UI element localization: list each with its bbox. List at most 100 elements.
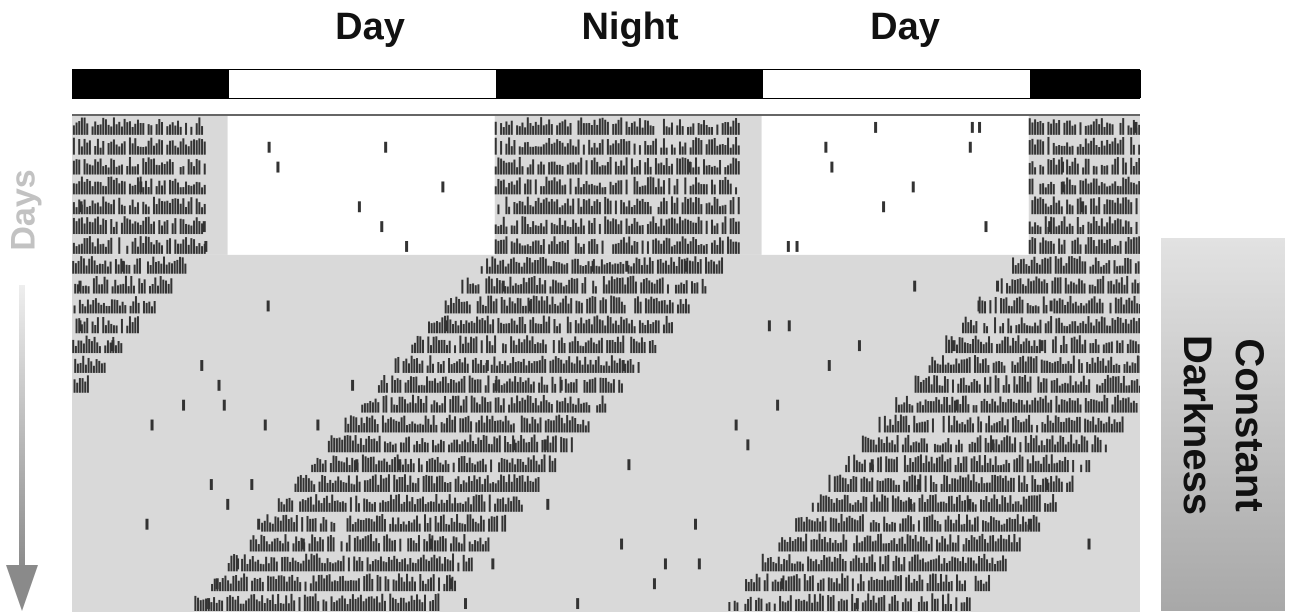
activity-bout [697, 262, 700, 274]
activity-bout [982, 344, 985, 354]
activity-bout [74, 263, 77, 274]
activity-bout [1101, 302, 1104, 314]
activity-bout [414, 403, 417, 413]
activity-bout [1058, 460, 1061, 473]
activity-bout [875, 578, 878, 592]
activity-bout [373, 419, 376, 433]
activity-bout [1122, 177, 1125, 195]
activity-bout [1066, 482, 1069, 492]
activity-speck [491, 558, 495, 570]
activity-bout [502, 239, 505, 254]
activity-bout [953, 415, 956, 433]
activity-bout [242, 603, 245, 611]
activity-bout [147, 140, 150, 155]
activity-bout [1108, 199, 1111, 215]
activity-speck [405, 240, 409, 252]
activity-bout [544, 344, 547, 354]
activity-bout [203, 141, 206, 155]
activity-bout [1032, 280, 1035, 294]
activity-bout [994, 456, 997, 473]
activity-bout [708, 127, 711, 135]
activity-bout [165, 280, 168, 294]
activity-bout [456, 514, 459, 532]
activity-bout [536, 342, 539, 354]
activity-speck [767, 320, 771, 332]
activity-bout [1022, 496, 1025, 512]
activity-bout [532, 455, 535, 473]
activity-bout [819, 579, 822, 592]
activity-bout [1136, 355, 1139, 373]
activity-bout [513, 242, 516, 254]
activity-bout [1068, 120, 1071, 135]
activity-bout [400, 503, 403, 512]
activity-bout [582, 346, 585, 354]
activity-bout [450, 543, 453, 552]
activity-bout [534, 200, 537, 215]
activity-bout [534, 419, 537, 433]
days-axis-text: Days [4, 169, 43, 251]
activity-bout [548, 402, 551, 413]
activity-bout [1096, 279, 1099, 294]
activity-bout [574, 258, 577, 274]
activity-bout [618, 297, 621, 314]
activity-bout [280, 501, 283, 512]
activity-bout [908, 404, 911, 413]
activity-bout [439, 381, 442, 393]
activity-bout [1014, 340, 1017, 354]
activity-bout [823, 555, 826, 572]
activity-bout [1014, 501, 1017, 512]
activity-bout [564, 203, 567, 215]
activity-bout [297, 476, 300, 492]
activity-bout [1112, 284, 1115, 294]
activity-bout [477, 284, 480, 294]
activity-bout [878, 501, 881, 512]
activity-bout [839, 554, 842, 572]
activity-bout [868, 556, 871, 572]
activity-bout [1002, 464, 1005, 473]
activity-bout [195, 140, 198, 155]
activity-bout [1138, 157, 1140, 175]
activity-bout [468, 541, 471, 552]
activity-bout [708, 165, 711, 175]
activity-bout [406, 403, 409, 413]
activity-bout [538, 360, 541, 373]
activity-bout [943, 474, 946, 492]
activity-bout [415, 543, 418, 552]
activity-bout [1046, 258, 1049, 274]
activity-bout [966, 495, 969, 512]
activity-bout [949, 457, 952, 473]
activity-bout [582, 419, 585, 433]
activity-bout [964, 424, 967, 433]
activity-bout [964, 395, 967, 413]
activity-bout [143, 279, 146, 294]
activity-bout [512, 356, 515, 373]
activity-bout [838, 500, 841, 512]
activity-bout [94, 121, 97, 135]
activity-bout [534, 146, 537, 155]
activity-bout [550, 420, 553, 433]
activity-bout [883, 442, 886, 453]
activity-bout [134, 296, 137, 314]
activity-bout [705, 124, 708, 135]
activity-bout [381, 593, 384, 611]
activity-bout [393, 404, 396, 413]
activity-bout [456, 439, 459, 453]
activity-bout [1042, 296, 1045, 314]
activity-bout [1013, 533, 1016, 552]
activity-bout [819, 521, 822, 532]
activity-bout [329, 479, 332, 492]
activity-bout [96, 181, 99, 195]
activity-bout [147, 206, 150, 215]
activity-bout [384, 501, 387, 512]
activity-bout [705, 257, 708, 274]
activity-bout [363, 423, 366, 433]
activity-bout [72, 160, 75, 175]
activity-bout [967, 557, 970, 572]
activity-bout [837, 543, 840, 552]
activity-bout [499, 260, 502, 274]
activity-bout [170, 278, 173, 294]
activity-bout [466, 514, 469, 532]
activity-bout [662, 138, 665, 155]
activity-bout [78, 199, 81, 215]
activity-bout [73, 379, 76, 393]
